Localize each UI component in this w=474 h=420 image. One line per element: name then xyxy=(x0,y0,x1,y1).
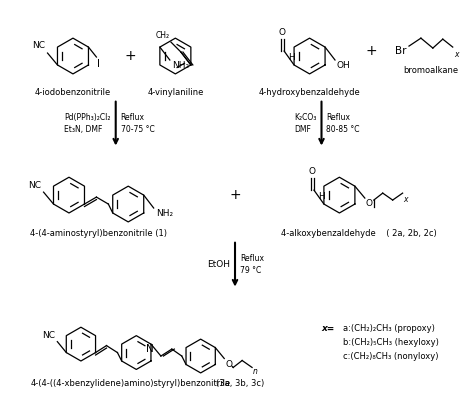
Text: O: O xyxy=(366,199,373,208)
Text: Reflux
80-85 °C: Reflux 80-85 °C xyxy=(327,113,360,134)
Text: N: N xyxy=(146,344,154,354)
Text: Br: Br xyxy=(395,46,407,56)
Text: NH₂: NH₂ xyxy=(155,209,173,218)
Text: 4-alkoxybenzaldehyde    ( 2a, 2b, 2c): 4-alkoxybenzaldehyde ( 2a, 2b, 2c) xyxy=(282,229,437,238)
Text: EtOH: EtOH xyxy=(207,260,230,269)
Text: +: + xyxy=(125,49,137,63)
Text: +: + xyxy=(365,44,377,58)
Text: a:(CH₂)₂CH₃ (propoxy): a:(CH₂)₂CH₃ (propoxy) xyxy=(343,324,435,333)
Text: H: H xyxy=(288,53,295,62)
Text: 4-hydroxybenzaldehyde: 4-hydroxybenzaldehyde xyxy=(259,88,360,97)
Text: O: O xyxy=(309,167,316,176)
Text: K₂CO₃
DMF: K₂CO₃ DMF xyxy=(294,113,317,134)
Text: I: I xyxy=(98,59,100,69)
Text: O: O xyxy=(225,360,232,368)
Text: NH₂: NH₂ xyxy=(172,61,189,70)
Text: (3a, 3b, 3c): (3a, 3b, 3c) xyxy=(216,379,264,388)
Text: +: + xyxy=(229,188,241,202)
Text: x: x xyxy=(454,50,458,59)
Text: Reflux
70-75 °C: Reflux 70-75 °C xyxy=(121,113,155,134)
Text: n: n xyxy=(253,368,258,376)
Text: NC: NC xyxy=(33,41,46,50)
Text: x: x xyxy=(403,195,408,204)
Text: CH₂: CH₂ xyxy=(156,31,170,40)
Text: b:(CH₂)₅CH₃ (hexyloxy): b:(CH₂)₅CH₃ (hexyloxy) xyxy=(343,338,439,347)
Text: O: O xyxy=(279,28,286,37)
Text: bromoalkane: bromoalkane xyxy=(403,66,458,75)
Text: OH: OH xyxy=(337,61,351,70)
Text: NC: NC xyxy=(42,331,55,340)
Text: Pd(PPh₃)₂Cl₂
Et₃N, DMF: Pd(PPh₃)₂Cl₂ Et₃N, DMF xyxy=(64,113,111,134)
Text: 4-(4-aminostyryl)benzonitrile (1): 4-(4-aminostyryl)benzonitrile (1) xyxy=(30,229,167,238)
Text: 4-(4-((4-xbenzylidene)amino)styryl)benzonitrile: 4-(4-((4-xbenzylidene)amino)styryl)benzo… xyxy=(31,379,231,388)
Text: NC: NC xyxy=(28,181,42,190)
Text: 4-vinylaniline: 4-vinylaniline xyxy=(147,88,203,97)
Text: Reflux
79 °C: Reflux 79 °C xyxy=(240,254,264,275)
Text: c:(CH₂)₈CH₃ (nonyloxy): c:(CH₂)₈CH₃ (nonyloxy) xyxy=(343,352,439,361)
Text: 4-iodobenzonitrile: 4-iodobenzonitrile xyxy=(35,88,111,97)
Text: x=: x= xyxy=(321,324,335,333)
Text: H: H xyxy=(318,192,325,201)
